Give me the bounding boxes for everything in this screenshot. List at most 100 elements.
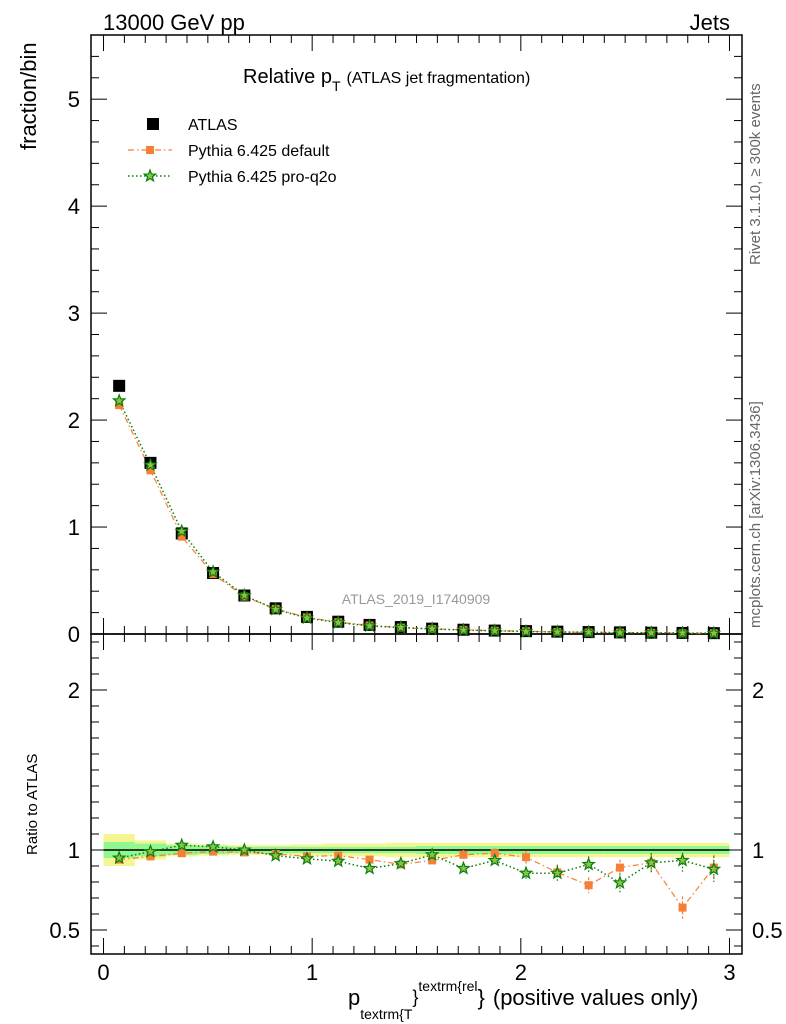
ratio-point-pythia-default [365,855,374,864]
atlas-point [113,379,126,392]
y-tick-label-main: 4 [68,194,80,219]
y-tick-label-ratio: 0.5 [49,918,80,943]
ratio-point-pythia-pro-q2o [643,855,659,870]
pythia-pro-q2o-point [362,618,377,633]
ratio-point-pythia-pro-q2o [518,865,534,880]
pythia-pro-q2o-point [111,393,127,408]
ratio-point-pythia-pro-q2o [237,842,252,857]
ratio-point-pythia-pro-q2o [205,839,221,854]
legend-pro-marker [142,168,158,183]
ratio-point-pythia-default [584,881,593,890]
y-tick-label-main: 2 [68,408,80,433]
x-axis-label-brace1: } [412,987,418,1007]
x-axis-label-sup: textrm{rel [418,978,477,994]
ratio-point-pythia-default [209,847,218,856]
ratio-point-pythia-pro-q2o [424,847,440,862]
ratio-point-pythia-pro-q2o [362,860,377,875]
chart-title-main: Relative p [243,66,332,88]
pythia-default-point [115,401,124,410]
ratio-point-pythia-pro-q2o [268,847,283,862]
pythia-pro-q2o-point [299,610,315,625]
ratio-point-pythia-default [522,853,531,862]
pythia-pro-q2o-point [612,625,628,639]
y-tick-label-main: 5 [68,87,80,112]
y-tick-label-main: 1 [68,515,80,540]
x-tick-label: 1 [306,960,318,985]
y-tick-label-ratio-right: 2 [752,678,764,703]
y-tick-label-ratio-right: 1 [752,838,764,863]
ratio-point-pythia-pro-q2o [487,852,503,867]
x-tick-label: 0 [97,960,109,985]
pythia-pro-q2o-point [174,523,190,538]
y-tick-label-ratio: 1 [68,838,80,863]
ratio-point-pythia-pro-q2o [550,865,565,880]
legend: ATLAS Pythia 6.425 default Pythia 6.425 … [128,117,337,186]
pythia-pro-q2o-point [456,622,471,637]
ratio-point-pythia-pro-q2o [581,856,596,871]
ratio-point-pythia-pro-q2o [330,853,346,868]
header-right: Jets [690,10,730,35]
ratio-point-pythia-pro-q2o [143,843,158,858]
ratio-point-pythia-pro-q2o [393,855,409,870]
header-left: 13000 GeV pp [103,10,245,35]
chart-title-sub: T [332,78,341,94]
y-tick-label-ratio: 2 [68,678,80,703]
pythia-pro-q2o-point [487,623,503,638]
ratio-point-pythia-pro-q2o [174,837,190,852]
y-tick-label-main: 3 [68,301,80,326]
x-axis-label-brace2: } [478,985,485,1010]
pythia-pro-q2o-point [518,623,534,638]
analysis-watermark: ATLAS_2019_I1740909 [342,591,491,607]
pythia-pro-q2o-point [675,625,690,640]
pythia-pro-q2o-point [268,601,283,616]
legend-atlas-marker [147,118,159,130]
pythia-pro-q2o-point [330,614,346,629]
ratio-point-pythia-pro-q2o [675,852,690,867]
y-axis-label-ratio: Ratio to ATLAS [24,754,41,855]
chart-title-suffix: (ATLAS jet fragmentation) [347,70,531,87]
ratio-point-pythia-default [678,903,687,912]
mcplots-label: mcplots.cern.ch [arXiv:1306.3436] [747,401,764,628]
y-tick-label-ratio-right: 0.5 [752,918,783,943]
chart-title: Relative pT (ATLAS jet fragmentation) [243,66,530,94]
ratio-point-pythia-pro-q2o [111,850,127,865]
ratio-point-pythia-pro-q2o [299,851,315,866]
series-line-pythia-pro-q2o [118,400,714,634]
x-axis-label-p: p [348,985,360,1010]
ratio-line-pythia-default [119,850,715,909]
x-tick-label: 3 [723,960,735,985]
ratio-point-pythia-default [459,850,468,859]
rivet-version-label: Rivet 3.1.10, ≥ 300k events [747,83,764,265]
legend-default-marker [146,146,154,154]
x-axis-label: ptextrm{T}textrm{rel} (positive values on… [348,978,698,1022]
ratio-point-pythia-pro-q2o [706,861,722,876]
pythia-pro-q2o-point [706,625,722,640]
ratio-point-pythia-pro-q2o [456,860,471,875]
main-series-group [111,379,722,640]
pythia-pro-q2o-point [550,624,565,639]
pythia-pro-q2o-point [393,619,409,634]
pythia-default-point [146,466,155,475]
legend-atlas-label: ATLAS [188,117,238,134]
y-axis-label-main: fraction/bin [16,42,41,150]
pythia-pro-q2o-point [205,564,221,579]
ratio-point-pythia-default [615,863,624,872]
pythia-pro-q2o-point [143,457,158,472]
pythia-pro-q2o-point [424,621,440,636]
ratio-plot-frame [90,633,743,955]
ratio-point-pythia-default [177,849,186,858]
pythia-default-point [177,532,186,541]
x-tick-label: 2 [515,960,527,985]
pythia-pro-q2o-point [581,624,596,639]
axis-tick-labels: 0 1 2 3 0 1 2 3 4 5 0.5 0.5 1 1 2 2 [49,87,782,985]
ratio-point-pythia-default [146,852,155,861]
pythia-pro-q2o-point [643,625,659,640]
x-axis-label-sub: textrm{T [360,1006,413,1022]
pythia-pro-q2o-point [237,587,252,602]
legend-pro-label: Pythia 6.425 pro-q2o [188,169,337,186]
ratio-point-pythia-pro-q2o [612,875,628,890]
x-axis-label-rest: (positive values only) [493,985,698,1010]
ratio-line-pythia-pro-q2o [119,844,715,884]
y-tick-label-main: 0 [68,622,80,647]
